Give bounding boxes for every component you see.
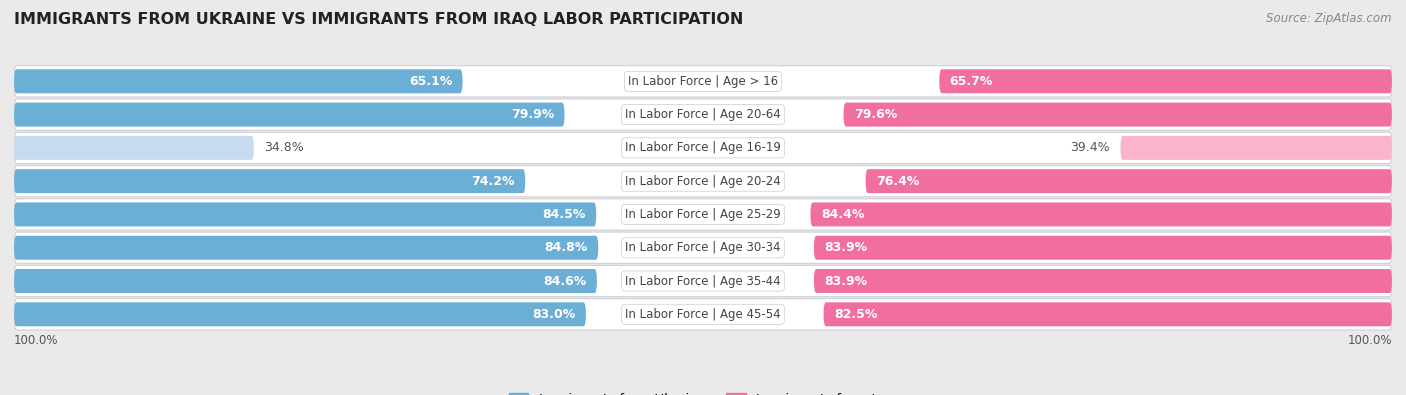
FancyBboxPatch shape — [14, 203, 596, 226]
Text: IMMIGRANTS FROM UKRAINE VS IMMIGRANTS FROM IRAQ LABOR PARTICIPATION: IMMIGRANTS FROM UKRAINE VS IMMIGRANTS FR… — [14, 12, 744, 27]
Text: In Labor Force | Age 16-19: In Labor Force | Age 16-19 — [626, 141, 780, 154]
FancyBboxPatch shape — [14, 232, 1392, 263]
Text: In Labor Force | Age 45-54: In Labor Force | Age 45-54 — [626, 308, 780, 321]
FancyBboxPatch shape — [14, 136, 254, 160]
Text: In Labor Force | Age 25-29: In Labor Force | Age 25-29 — [626, 208, 780, 221]
Text: In Labor Force | Age 20-64: In Labor Force | Age 20-64 — [626, 108, 780, 121]
FancyBboxPatch shape — [824, 302, 1392, 326]
FancyBboxPatch shape — [14, 302, 586, 326]
FancyBboxPatch shape — [14, 199, 1392, 230]
FancyBboxPatch shape — [810, 203, 1392, 226]
FancyBboxPatch shape — [939, 70, 1392, 93]
FancyBboxPatch shape — [14, 99, 1392, 130]
Text: 83.9%: 83.9% — [824, 275, 868, 288]
FancyBboxPatch shape — [14, 70, 463, 93]
FancyBboxPatch shape — [866, 169, 1392, 193]
Text: 39.4%: 39.4% — [1070, 141, 1111, 154]
FancyBboxPatch shape — [14, 166, 1392, 197]
FancyBboxPatch shape — [14, 269, 598, 293]
FancyBboxPatch shape — [14, 299, 1392, 330]
FancyBboxPatch shape — [844, 103, 1392, 126]
FancyBboxPatch shape — [14, 66, 1392, 97]
Text: 100.0%: 100.0% — [14, 334, 59, 347]
Legend: Immigrants from Ukraine, Immigrants from Iraq: Immigrants from Ukraine, Immigrants from… — [509, 393, 897, 395]
FancyBboxPatch shape — [14, 132, 1392, 164]
Text: 65.1%: 65.1% — [409, 75, 453, 88]
Text: 34.8%: 34.8% — [264, 141, 304, 154]
Text: 79.6%: 79.6% — [853, 108, 897, 121]
Text: In Labor Force | Age 30-34: In Labor Force | Age 30-34 — [626, 241, 780, 254]
Text: 84.8%: 84.8% — [544, 241, 588, 254]
Text: 84.6%: 84.6% — [543, 275, 586, 288]
Text: Source: ZipAtlas.com: Source: ZipAtlas.com — [1267, 12, 1392, 25]
FancyBboxPatch shape — [1121, 136, 1392, 160]
Text: 76.4%: 76.4% — [876, 175, 920, 188]
Text: 82.5%: 82.5% — [834, 308, 877, 321]
Text: 100.0%: 100.0% — [1347, 334, 1392, 347]
Text: 83.9%: 83.9% — [824, 241, 868, 254]
FancyBboxPatch shape — [814, 269, 1392, 293]
Text: In Labor Force | Age 20-24: In Labor Force | Age 20-24 — [626, 175, 780, 188]
Text: 83.0%: 83.0% — [533, 308, 575, 321]
FancyBboxPatch shape — [14, 169, 526, 193]
Text: In Labor Force | Age > 16: In Labor Force | Age > 16 — [628, 75, 778, 88]
Text: In Labor Force | Age 35-44: In Labor Force | Age 35-44 — [626, 275, 780, 288]
Text: 65.7%: 65.7% — [949, 75, 993, 88]
Text: 74.2%: 74.2% — [471, 175, 515, 188]
Text: 79.9%: 79.9% — [510, 108, 554, 121]
FancyBboxPatch shape — [14, 103, 565, 126]
Text: 84.5%: 84.5% — [543, 208, 586, 221]
Text: 84.4%: 84.4% — [821, 208, 865, 221]
FancyBboxPatch shape — [814, 236, 1392, 260]
FancyBboxPatch shape — [14, 265, 1392, 297]
FancyBboxPatch shape — [14, 236, 599, 260]
